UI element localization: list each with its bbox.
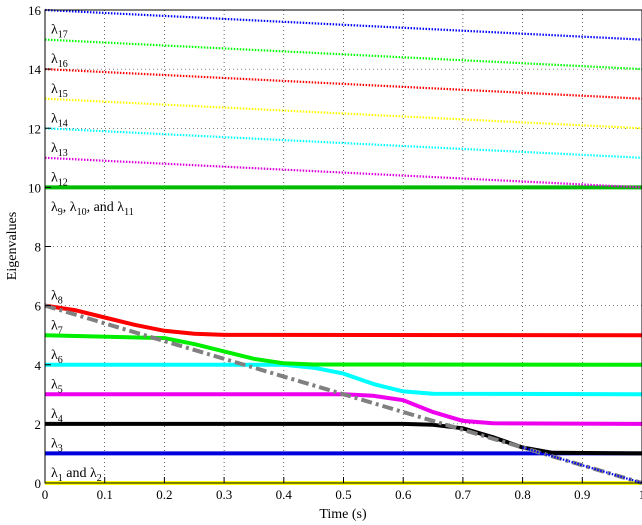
y-tick-label: 16 [28,3,42,18]
label-subscript: 10 [77,207,87,218]
y-tick-label: 2 [35,417,42,432]
label-text: λ [51,52,58,67]
label-text: λ [51,377,58,392]
x-tick-label: 0.4 [276,487,293,502]
x-tick-label: 0.9 [574,487,590,502]
label-subscript: 16 [58,59,68,70]
x-tick-label: 0.7 [455,487,472,502]
label-text: λ [51,200,58,215]
x-tick-label: 0.1 [97,487,113,502]
label-subscript: 6 [58,354,63,365]
ticks: 0 0.1 0.2 0.3 0.4 0.5 0.6 0.7 0.8 0.9 102468101214… [28,3,642,502]
label-subscript: 15 [58,88,68,99]
eigenvalue-label: λ16 [51,52,68,70]
label-subscript: 5 [58,384,63,395]
series-line-7 [44,303,642,338]
eigenvalue-label: λ1 and λ2 [51,466,102,484]
series-line-12 [44,127,642,159]
label-text: λ [51,141,58,156]
label-subscript: 1 [58,473,63,484]
x-tick-label: 0.6 [395,487,412,502]
x-tick-label: 0.5 [335,487,351,502]
x-tick-label: 0.2 [156,487,172,502]
series-line-8 [44,303,642,485]
series-line-16 [44,8,642,41]
eigenvalue-label: λ12 [51,170,68,188]
label-text: λ [51,111,58,126]
label-subscript: 3 [58,443,63,454]
label-text: λ [51,82,58,97]
series-line-6 [44,333,642,367]
eigenvalue-label: λ9, λ10, and λ11 [51,200,134,218]
y-tick-label: 0 [35,476,42,491]
series-line-15 [44,38,642,71]
series-line-11 [44,156,642,189]
x-tick-label: 0.8 [514,487,530,502]
series-line-3 [45,421,642,456]
label-subscript: 9 [58,207,63,218]
label-subscript: 4 [58,413,63,424]
y-tick-label: 14 [28,62,42,77]
label-subscript: 2 [97,473,102,484]
eigenvalue-label: λ17 [51,23,68,41]
eigenvalue-label: λ5 [51,377,63,395]
eigenvalue-label: λ4 [51,407,63,425]
eigenvalue-label: λ14 [51,111,68,128]
label-text: , λ [63,200,77,215]
x-tick-label: 0.3 [216,487,232,502]
label-subscript: 11 [124,207,134,218]
x-axis-title: Time (s) [319,507,367,522]
eigenvalue-label: λ3 [51,437,63,455]
label-text: λ [51,23,58,38]
label-subscript: 12 [58,177,68,188]
y-axis-title: Eigenvalues [5,212,20,280]
label-subscript: 14 [58,118,68,129]
y-tick-label: 10 [28,180,41,195]
label-subscript: 13 [58,147,68,158]
label-text: λ [51,466,58,481]
label-subscript: 8 [58,295,63,306]
y-tick-label: 8 [35,240,42,255]
label-text: λ [51,348,58,363]
series-group [44,8,642,485]
label-text: , and λ [87,200,125,215]
eigenvalue-label: λ8 [51,289,63,307]
y-tick-label: 4 [35,358,42,373]
x-tick-label: 0 [42,487,49,502]
label-text: and λ [63,466,97,481]
label-subscript: 7 [58,325,63,336]
label-text: λ [51,170,58,185]
x-tick-label: 1 [639,487,642,502]
label-subscript: 17 [58,29,68,40]
y-tick-label: 6 [35,299,42,314]
label-text: λ [51,318,58,333]
series-line-13 [44,97,642,130]
eigenvalue-label: λ13 [51,141,68,159]
label-text: λ [51,289,58,304]
label-text: λ [51,407,58,422]
eigenvalue-label: λ15 [51,82,68,100]
eigenvalue-label: λ7 [51,318,63,336]
y-tick-label: 12 [28,121,41,136]
label-text: λ [51,437,58,452]
eigenvalue-label: λ6 [51,348,63,366]
series-line-14 [44,68,642,100]
